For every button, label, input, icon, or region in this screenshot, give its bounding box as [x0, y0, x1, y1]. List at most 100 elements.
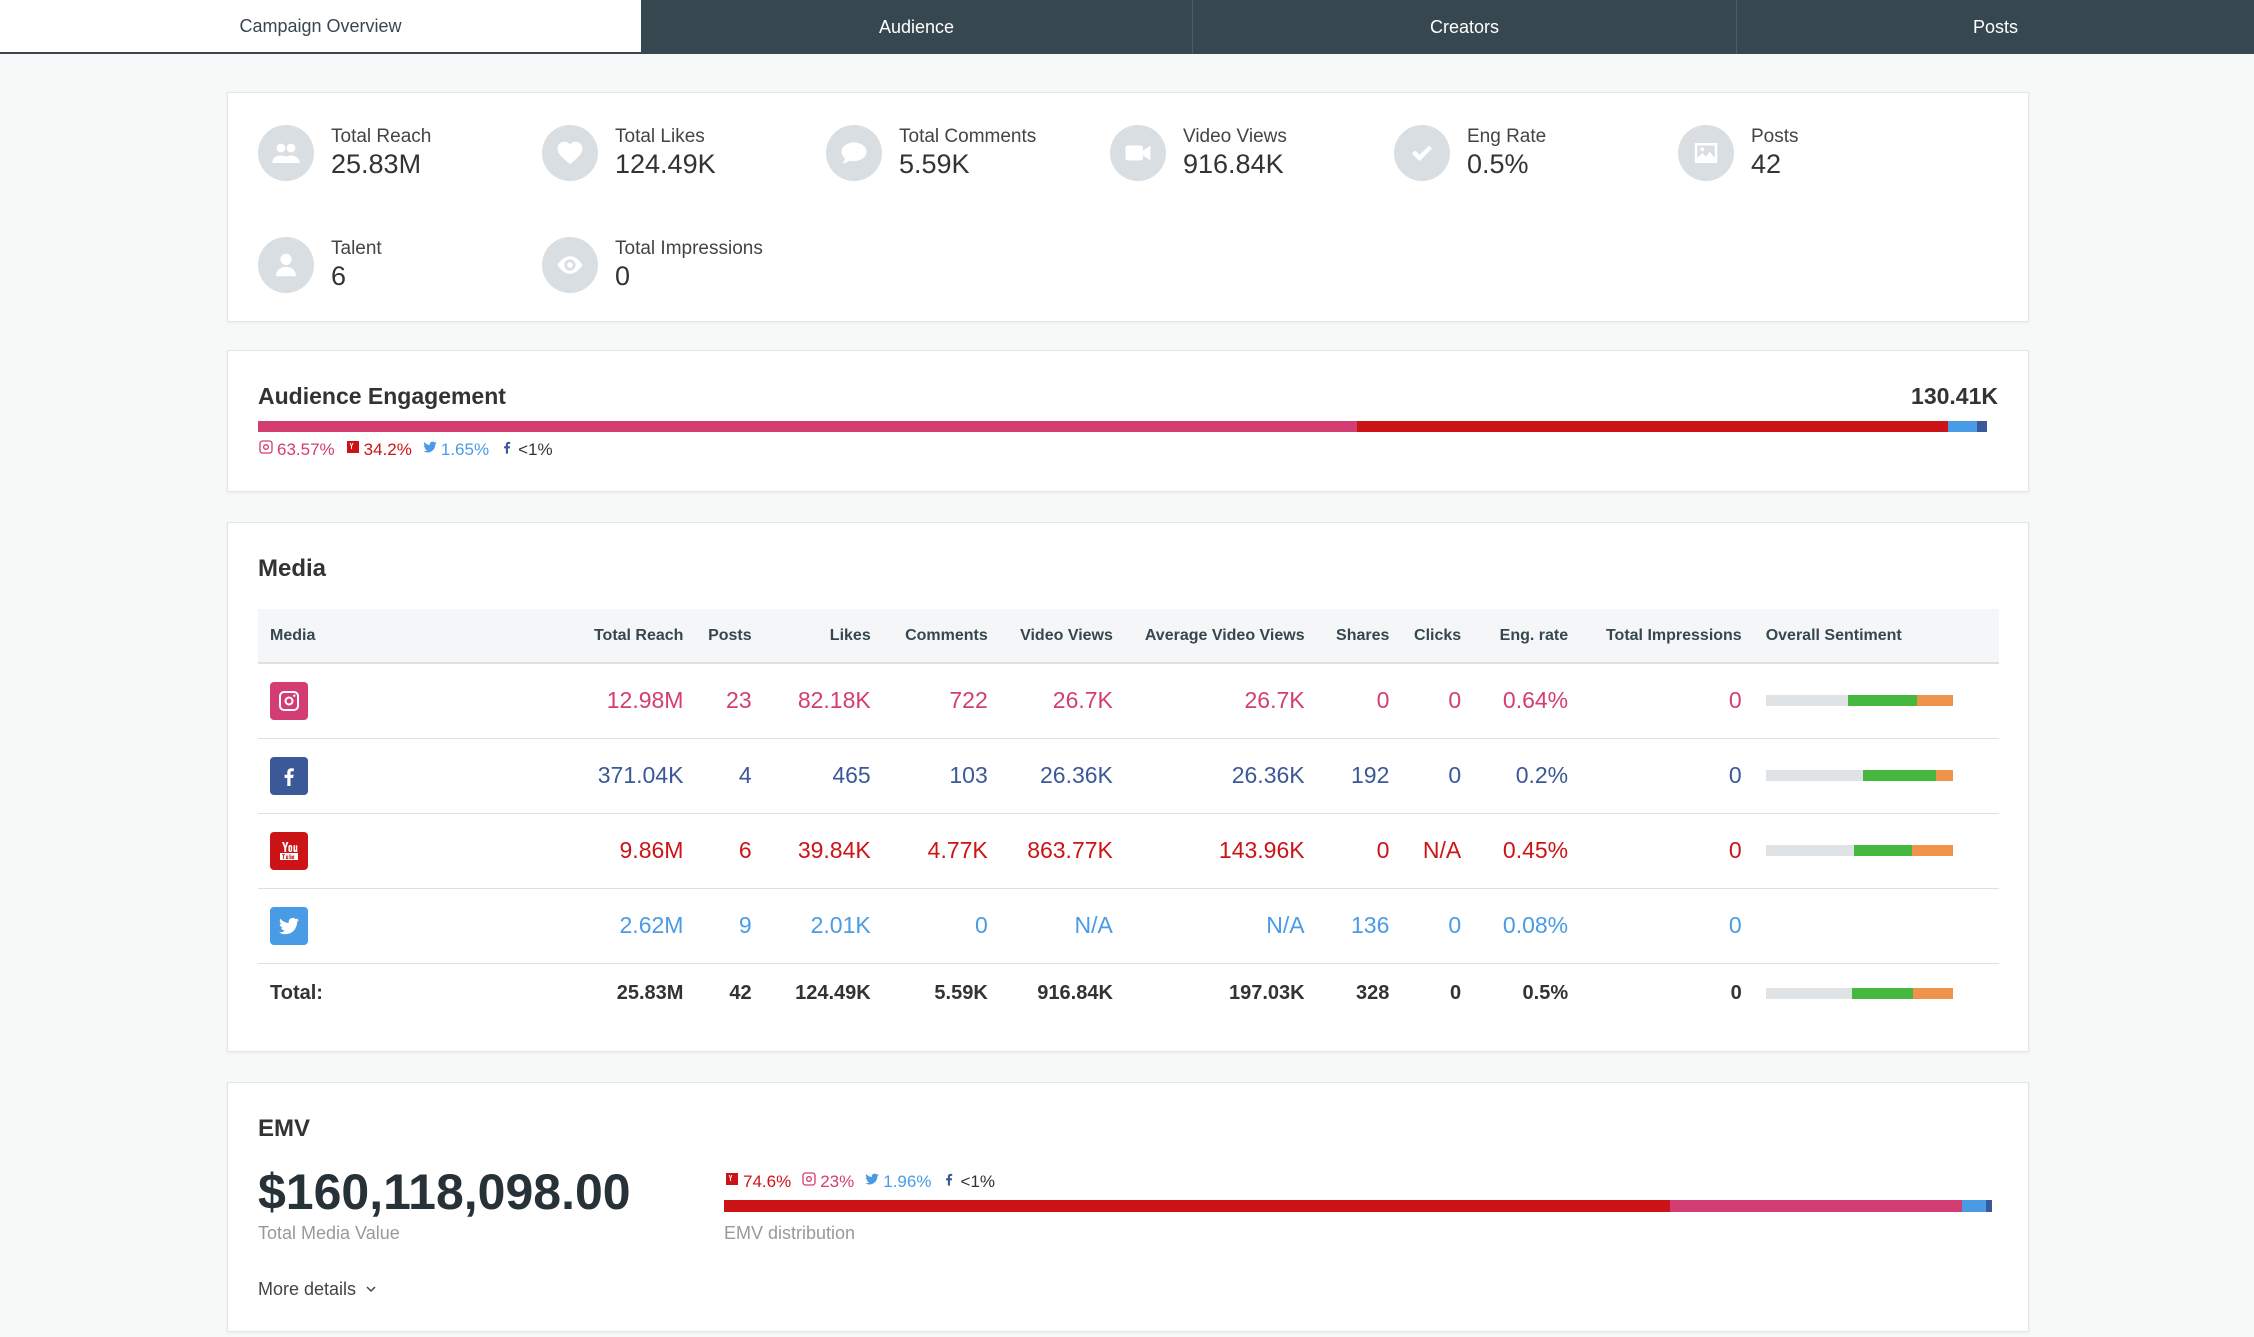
tab-campaign-overview[interactable]: Campaign Overview [0, 0, 641, 54]
cell-total-reach: 9.86M [619, 837, 684, 863]
sentiment-neutral-segment [1765, 770, 1863, 781]
sentiment-bar [1766, 920, 1953, 931]
stat-value: 6 [331, 261, 347, 291]
user-icon [258, 237, 314, 293]
cell-avg-video-views: 26.36K [1231, 762, 1305, 788]
legend-item-twitter: 1.96% [864, 1171, 931, 1192]
engagement-title: Audience Engagement [258, 383, 506, 409]
legend-pct: 1.96% [883, 1171, 932, 1191]
tab-creators[interactable]: Creators [1193, 0, 1737, 54]
tab-posts[interactable]: Posts [1972, 16, 2019, 37]
tab-audience[interactable]: Audience [641, 0, 1193, 54]
stat-video-views: Video Views 916.84K [1110, 125, 1287, 181]
column-header[interactable]: Comments [905, 626, 988, 644]
cell-clicks: N/A [1422, 837, 1462, 863]
cell-posts: 6 [738, 837, 752, 863]
cell-clicks: 0 [1448, 762, 1462, 788]
cell-total-impressions: 0 [1728, 762, 1742, 788]
emv-subtitle: Total Media Value [258, 1223, 400, 1243]
cell-avg-video-views: 143.96K [1218, 837, 1305, 863]
legend-pct: 74.6% [743, 1171, 792, 1191]
column-header[interactable]: Video Views [1020, 626, 1113, 644]
cell-total-reach: 2.62M [619, 912, 684, 938]
cell-eng-rate: 0.45% [1502, 837, 1569, 863]
cell-shares: 328 [1356, 981, 1390, 1004]
bar-segment-facebook [1976, 421, 1987, 432]
cell-eng-rate: 0.2% [1515, 762, 1569, 788]
legend-pct: <1% [960, 1171, 995, 1191]
stat-posts: Posts 42 [1678, 125, 1799, 181]
sentiment-neutral-segment [1765, 987, 1852, 999]
cell-sentiment [1754, 663, 1999, 738]
cell-sentiment [1754, 813, 1999, 888]
cell-likes: 82.18K [797, 687, 871, 714]
stat-label: Talent [331, 238, 382, 259]
cell-total-reach: 12.98M [606, 687, 684, 714]
cell-comments: 722 [949, 687, 988, 714]
media-cell [258, 888, 581, 963]
media-card: Media Media Total Reach Posts Likes Comm… [227, 522, 2029, 1052]
sentiment-bar [1765, 987, 1953, 999]
more-details-link[interactable]: More details [258, 1279, 377, 1300]
column-header[interactable]: Total Reach [593, 626, 684, 644]
cell-total-reach: 25.83M [616, 981, 684, 1004]
cell-shares: 136 [1351, 912, 1390, 938]
instagram-icon [270, 681, 308, 720]
sentiment-bar [1765, 695, 1953, 707]
cell-posts: 23 [726, 687, 752, 714]
youtube-icon [345, 439, 361, 460]
total-label: Total: [270, 981, 323, 1004]
sentiment-bar [1765, 770, 1953, 781]
stat-value: 916.84K [1183, 149, 1284, 179]
table-row-facebook: 371.04K 4 465 103 26.36K 26.36K 192 0 0.… [258, 738, 1999, 813]
cell-posts: 4 [738, 762, 752, 788]
column-header[interactable]: Shares [1336, 626, 1390, 644]
legend-pct: <1% [518, 439, 553, 459]
legend-pct: 34.2% [363, 439, 412, 459]
cell-sentiment [1754, 738, 1999, 813]
bar-segment-youtube [724, 1200, 1670, 1212]
sentiment-neutral-segment [1765, 695, 1848, 707]
emv-title: EMV [258, 1115, 311, 1142]
cell-eng-rate: 0.08% [1502, 912, 1569, 938]
cell-shares: 192 [1351, 762, 1390, 788]
stat-label: Eng Rate [1467, 126, 1547, 147]
engagement-legend: 63.57% 34.2% 1.65% <1% [258, 439, 553, 460]
column-header[interactable]: Overall Sentiment [1765, 626, 1902, 644]
users-icon [258, 125, 314, 181]
emv-total-value: $160,118,098.00 [258, 1164, 631, 1220]
column-header[interactable]: Media [270, 626, 316, 644]
emv-legend: 74.6% 23% 1.96% <1% [724, 1171, 995, 1192]
column-header[interactable]: Eng. rate [1499, 626, 1569, 644]
cell-likes: 39.84K [797, 837, 871, 863]
stat-label: Total Reach [331, 126, 432, 147]
table-row-youtube: 9.86M 6 39.84K 4.77K 863.77K 143.96K 0 N… [258, 813, 1999, 888]
stat-total-comments: Total Comments 5.59K [826, 125, 1036, 181]
cell-sentiment [1754, 888, 1999, 963]
eye-icon [542, 237, 598, 293]
engagement-distribution-bar [258, 421, 1987, 432]
legend-item-instagram: 63.57% [258, 439, 335, 460]
cell-posts: 42 [729, 981, 752, 1004]
instagram-icon [801, 1171, 817, 1192]
legend-item-facebook: <1% [941, 1171, 995, 1192]
legend-pct: 63.57% [277, 439, 335, 459]
column-header[interactable]: Average Video Views [1144, 626, 1305, 644]
stat-label: Total Impressions [615, 238, 763, 259]
facebook-icon [270, 756, 308, 795]
youtube-icon [724, 1171, 740, 1192]
instagram-icon [258, 439, 274, 460]
cell-video-views: 26.7K [1052, 687, 1113, 714]
column-header[interactable]: Clicks [1414, 626, 1462, 644]
legend-item-youtube: 74.6% [724, 1171, 791, 1192]
column-header[interactable]: Total Impressions [1605, 626, 1742, 644]
column-header[interactable]: Posts [708, 626, 752, 644]
cell-shares: 0 [1376, 837, 1390, 863]
media-cell [258, 738, 581, 813]
sentiment-positive-segment [1862, 770, 1936, 781]
cell-total-impressions: 0 [1728, 912, 1742, 938]
column-header[interactable]: Likes [829, 626, 871, 644]
cell-total-reach: 371.04K [597, 762, 684, 788]
more-details-label: More details [258, 1279, 357, 1299]
cell-eng-rate: 0.64% [1502, 687, 1569, 714]
